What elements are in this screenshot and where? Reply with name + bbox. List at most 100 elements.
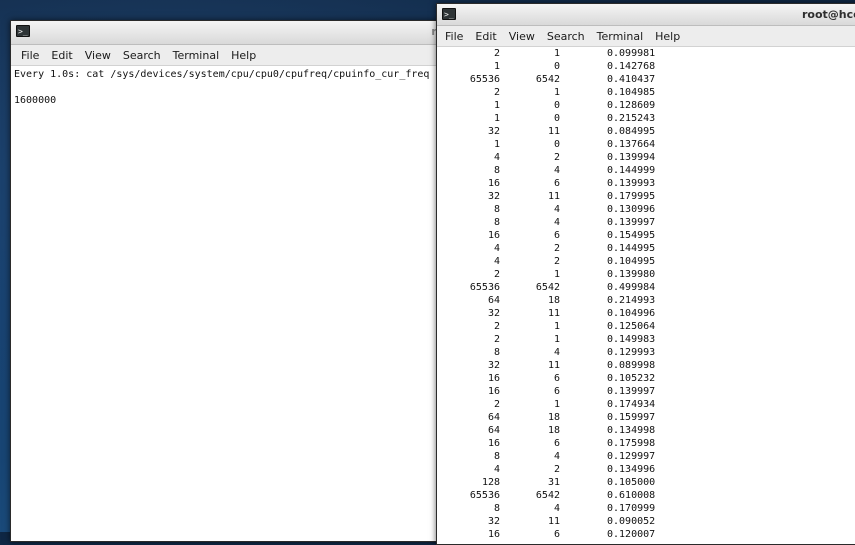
column-time: 0.149983 [607,334,656,345]
column-n: 16 [487,529,500,540]
output-row: 16 6 0.139997 [437,386,855,399]
output-row: 65536 6542 0.410437 [437,74,855,87]
column-count: 6 [553,178,560,189]
column-time: 0.084995 [607,126,656,137]
column-time: 0.142768 [607,61,656,72]
column-count: 6 [553,529,560,540]
output-row: 1 0 0.142768 [437,61,855,74]
column-n: 2 [493,48,500,59]
column-n: 1 [493,61,500,72]
column-count: 4 [553,347,560,358]
column-n: 8 [493,347,500,358]
menu-help[interactable]: Help [231,48,257,62]
menu-edit[interactable]: Edit [475,29,497,43]
output-row: 64 18 0.214993 [437,295,855,308]
cpu-frequency-output: 1600000 [14,95,57,106]
menu-file[interactable]: File [21,48,40,62]
column-time: 0.105232 [607,373,656,384]
output-row: 16 6 0.139993 [437,178,855,191]
column-time: 0.139997 [607,386,656,397]
menu-bar: File Edit View Search Terminal Help [11,45,451,66]
column-n: 32 [487,516,500,527]
terminal-output[interactable]: 2 1 0.099981 1 0 0.142768 65536 6542 0.410437 2 1 0… [437,47,855,542]
column-time: 0.410437 [607,74,656,85]
column-count: 11 [547,360,560,371]
menu-edit[interactable]: Edit [51,48,73,62]
column-time: 0.099981 [607,48,656,59]
watch-command-line: Every 1.0s: cat /sys/devices/system/cpu/… [14,69,430,80]
menu-file[interactable]: File [445,29,464,43]
output-row: 1 0 0.137664 [437,139,855,152]
column-count: 4 [553,217,560,228]
column-time: 0.104985 [607,87,656,98]
window-titlebar[interactable]: >_ root@hcc [437,4,855,26]
column-count: 1 [553,399,560,410]
menu-terminal[interactable]: Terminal [596,29,644,43]
column-time: 0.128609 [607,100,656,111]
column-n: 2 [493,399,500,410]
column-time: 0.120007 [607,529,656,540]
column-n: 64 [487,295,500,306]
column-count: 6542 [535,490,560,501]
column-count: 1 [553,87,560,98]
column-n: 8 [493,503,500,514]
column-n: 65536 [469,74,500,85]
menu-terminal[interactable]: Terminal [172,48,220,62]
window-titlebar[interactable]: >_ root@hcc:/sy [11,21,451,45]
output-row: 4 2 0.139994 [437,152,855,165]
output-row: 2 1 0.149983 [437,334,855,347]
column-time: 0.104996 [607,308,656,319]
window-title: root@hcc [802,8,855,21]
menu-view[interactable]: View [84,48,111,62]
output-row: 64 18 0.159997 [437,412,855,425]
output-row: 4 2 0.134996 [437,464,855,477]
column-count: 1 [553,321,560,332]
output-row: 65536 6542 0.499984 [437,282,855,295]
column-n: 16 [487,230,500,241]
column-time: 0.137664 [607,139,656,150]
output-row: 32 11 0.179995 [437,191,855,204]
column-n: 4 [493,152,500,163]
output-row: 32 11 0.090052 [437,516,855,529]
terminal-icon: >_ [16,25,30,37]
column-time: 0.179995 [607,191,656,202]
output-row: 1 0 0.128609 [437,100,855,113]
output-row: 65536 6542 0.610008 [437,490,855,503]
column-count: 6 [553,230,560,241]
terminal-window-left[interactable]: >_ root@hcc:/sy File Edit View Search Te… [10,20,452,542]
column-count: 11 [547,126,560,137]
terminal-window-right[interactable]: >_ root@hcc File Edit View Search Termin… [436,3,855,545]
column-n: 8 [493,204,500,215]
column-n: 8 [493,451,500,462]
column-count: 18 [547,295,560,306]
column-time: 0.129997 [607,451,656,462]
column-time: 0.215243 [607,113,656,124]
output-row: 16 6 0.175998 [437,438,855,451]
column-count: 1 [553,48,560,59]
column-n: 16 [487,386,500,397]
menu-help[interactable]: Help [655,29,681,43]
output-row: 2 1 0.099981 [437,48,855,61]
output-row: 2 1 0.174934 [437,399,855,412]
column-n: 2 [493,321,500,332]
output-row: 16 6 0.120007 [437,529,855,542]
column-time: 0.175998 [607,438,656,449]
column-n: 64 [487,412,500,423]
column-n: 65536 [469,282,500,293]
column-count: 2 [553,243,560,254]
column-count: 6 [553,438,560,449]
menu-search[interactable]: Search [546,29,585,43]
menu-view[interactable]: View [508,29,535,43]
terminal-content[interactable]: Every 1.0s: cat /sys/devices/system/cpu/… [11,66,451,109]
column-time: 0.134998 [607,425,656,436]
menu-search[interactable]: Search [122,48,161,62]
output-row: 8 4 0.144999 [437,165,855,178]
output-row: 16 6 0.105232 [437,373,855,386]
column-time: 0.144999 [607,165,656,176]
output-row: 128 31 0.105000 [437,477,855,490]
output-row: 8 4 0.170999 [437,503,855,516]
column-time: 0.139980 [607,269,656,280]
column-count: 6 [553,373,560,384]
output-row: 8 4 0.139997 [437,217,855,230]
column-n: 32 [487,126,500,137]
